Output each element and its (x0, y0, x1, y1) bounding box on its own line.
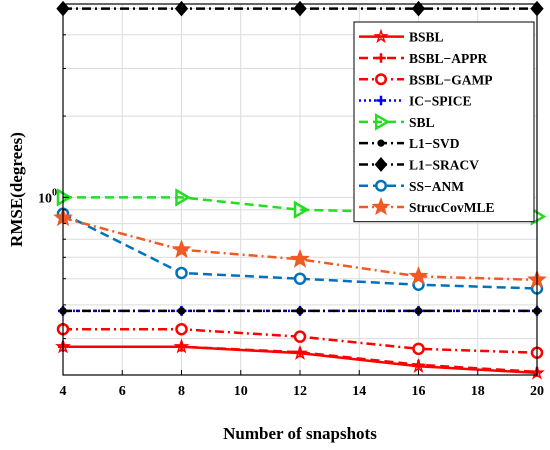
x-tick-label: 12 (293, 384, 307, 399)
data-point (290, 248, 310, 268)
x-tick-label: 16 (412, 384, 426, 399)
legend-entry: BSBL−APPR (359, 51, 487, 66)
y-axis-label: RMSE(degrees) (7, 132, 26, 247)
data-point (175, 188, 191, 207)
legend-entry: BSBL−GAMP (359, 72, 492, 87)
legend-label: L1−SRACV (409, 157, 479, 172)
legend-entry: IC−SPICE (359, 94, 471, 109)
legend-swatch-marker (377, 139, 385, 147)
x-tick-label: 10 (234, 384, 248, 399)
data-point (177, 307, 186, 315)
legend-label: BSBL−APPR (409, 51, 487, 66)
legend-swatch-marker (374, 157, 388, 172)
data-point (293, 0, 307, 17)
legend-label: BSBL−GAMP (409, 72, 492, 87)
legend-swatch-marker (375, 113, 391, 131)
data-point (412, 342, 425, 356)
series-l1-sracv (56, 0, 544, 17)
legend-label: IC−SPICE (409, 94, 471, 109)
x-tick-label: 18 (471, 384, 485, 399)
data-point (175, 322, 188, 336)
data-point (176, 341, 187, 352)
data-point (411, 0, 426, 17)
series-line (63, 345, 538, 374)
x-tick-label: 6 (119, 384, 126, 399)
data-point (413, 359, 424, 370)
data-point (293, 200, 310, 219)
legend-swatch-marker (376, 53, 386, 63)
legend-swatch-marker (373, 28, 389, 44)
data-point (175, 266, 188, 280)
x-tick-label: 14 (352, 384, 366, 399)
legend-entry: SS−ANM (359, 179, 464, 194)
legend-swatch-marker (376, 95, 386, 106)
legend-label: SBL (409, 115, 435, 130)
y-tick-label: 100 (38, 187, 57, 206)
data-point (174, 0, 189, 17)
legend-entry: L1−SRACV (359, 157, 479, 172)
legend-label: StrucCovMLE (409, 200, 495, 215)
legend-entry: SBL (359, 113, 435, 131)
data-point (295, 347, 305, 358)
legend-swatch-marker (371, 197, 391, 216)
data-point (56, 188, 73, 207)
legend-label: BSBL (409, 30, 444, 45)
series-line (63, 327, 538, 354)
x-tick-label: 8 (178, 384, 185, 399)
legend-swatch-marker (375, 179, 387, 192)
legend-entry: StrucCovMLE (359, 197, 495, 216)
data-point (414, 307, 423, 315)
data-point (296, 307, 304, 315)
data-point (293, 330, 307, 343)
legend-label: L1−SVD (409, 136, 460, 151)
tick-layer: 4 6 8 10 12 14 16 18 20 100 (38, 8, 544, 399)
x-tick-label: 20 (530, 384, 544, 399)
x-axis-label: Number of snapshots (223, 424, 377, 443)
data-point (408, 265, 429, 285)
legend-entry: BSBL (359, 28, 444, 45)
legend-label: SS−ANM (409, 179, 464, 194)
data-point (293, 272, 307, 285)
legend-entry: L1−SVD (359, 136, 460, 151)
legend-swatch-marker (375, 73, 387, 86)
x-tick-label: 4 (60, 384, 67, 399)
legend: BSBL BSBL−APPR BSBL−GAMP IC−SPICE SBL L1−SVD L… (353, 21, 535, 223)
data-point (171, 239, 192, 259)
series-l1-svd (59, 307, 541, 315)
series-line (62, 212, 538, 290)
